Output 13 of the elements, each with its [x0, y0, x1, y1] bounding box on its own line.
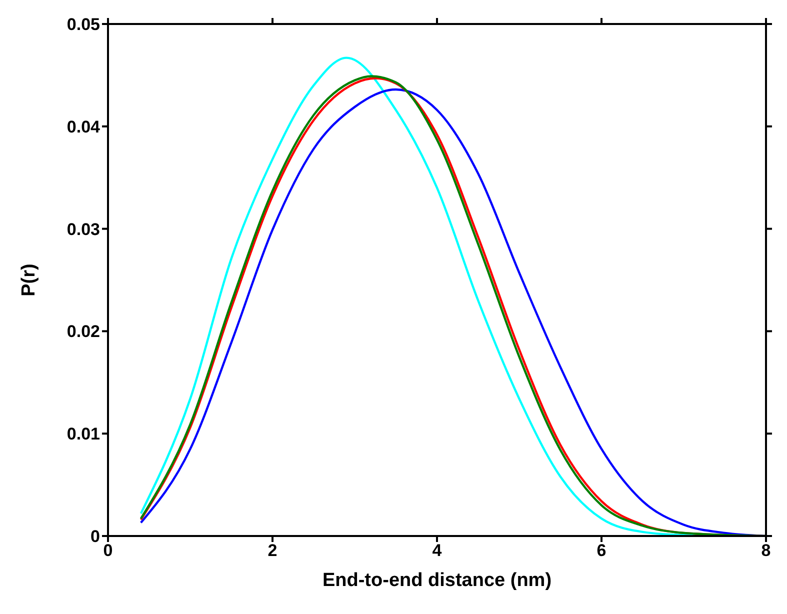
x-tick-label: 6 — [596, 541, 606, 560]
x-tick-label: 4 — [432, 541, 442, 560]
x-axis-title: End-to-end distance (nm) — [322, 570, 552, 591]
x-tick-label: 2 — [268, 541, 278, 560]
y-tick-label: 0.05 — [66, 15, 100, 34]
y-tick-label: 0.01 — [66, 424, 100, 444]
y-tick-label: 0.04 — [66, 117, 101, 136]
x-tick-label: 0 — [103, 541, 113, 560]
y-tick-label: 0 — [90, 527, 100, 546]
y-tick-label: 0.02 — [66, 322, 100, 342]
x-tick-label: 8 — [761, 541, 771, 560]
y-tick-label: 0.03 — [66, 220, 100, 239]
y-axis-title: P(r) — [18, 264, 40, 296]
